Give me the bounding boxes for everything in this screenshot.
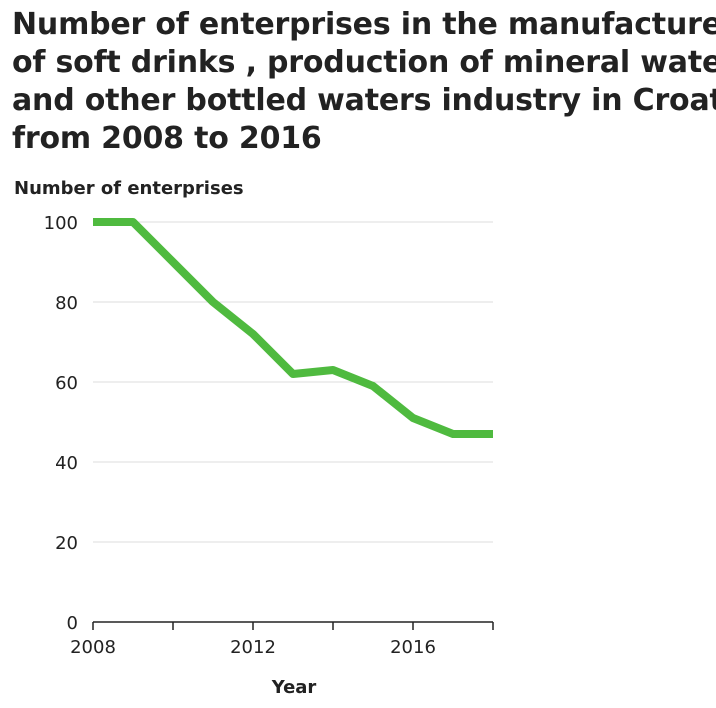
- x-axis: 2008 2012 2016: [70, 621, 494, 658]
- x-tick-label-2008: 2008: [70, 637, 116, 658]
- y-tick-label-0: 0: [67, 613, 78, 634]
- gridlines: [93, 221, 493, 543]
- chart-title-line-2: of soft drinks , production of mineral w…: [12, 45, 716, 80]
- y-tick-labels: 0 20 40 60 80 100: [44, 213, 78, 634]
- y-axis-label: Number of enterprises: [14, 178, 244, 199]
- y-tick-label-40: 40: [55, 453, 78, 474]
- y-tick-label-100: 100: [44, 213, 78, 234]
- chart-title-line-3: and other bottled waters industry in Cro…: [12, 83, 716, 118]
- x-tick-label-2012: 2012: [230, 637, 276, 658]
- y-tick-label-80: 80: [55, 293, 78, 314]
- chart-title: Number of enterprises in the manufacture…: [12, 6, 716, 158]
- series-line-0: [93, 218, 493, 438]
- y-tick-label-20: 20: [55, 533, 78, 554]
- x-axis-label: Year: [271, 677, 317, 698]
- chart-title-line-1: Number of enterprises in the manufacture: [12, 7, 716, 42]
- chart-title-line-4: from 2008 to 2016: [12, 121, 322, 156]
- x-tick-label-2016: 2016: [390, 637, 436, 658]
- y-tick-label-60: 60: [55, 373, 78, 394]
- series-layer: [93, 218, 493, 438]
